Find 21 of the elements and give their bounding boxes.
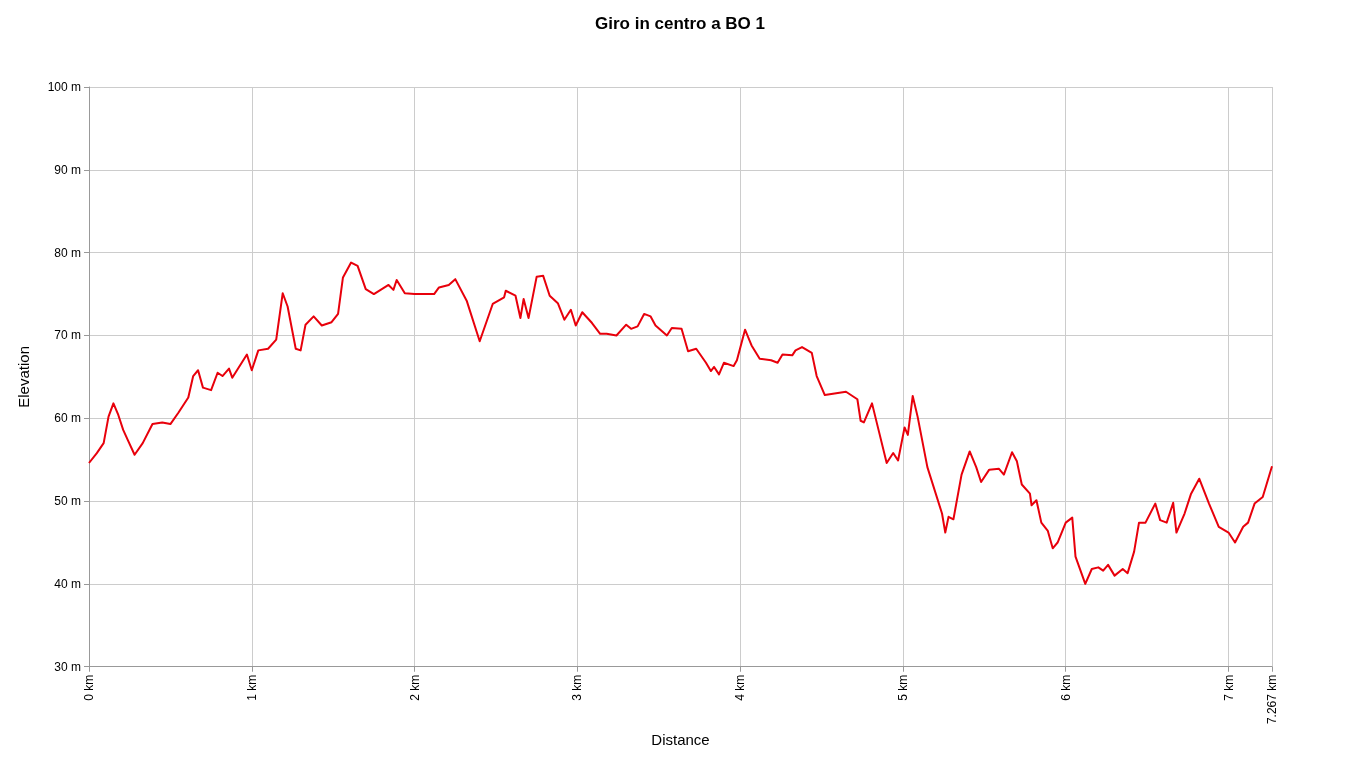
y-tick-label: 90 m — [54, 162, 81, 177]
x-tick-label: 6 km — [1058, 674, 1073, 701]
x-tick-label: 1 km — [244, 674, 259, 701]
y-tick-label: 70 m — [54, 328, 81, 343]
x-tick-label: 5 km — [895, 674, 910, 701]
x-tick-label: 4 km — [733, 674, 748, 701]
y-tick-label: 50 m — [54, 494, 81, 509]
y-tick-label: 40 m — [54, 576, 81, 591]
x-tick-label: 2 km — [407, 674, 422, 701]
x-tick-label: 7 km — [1221, 674, 1236, 701]
y-tick-label: 60 m — [54, 411, 81, 426]
y-tick-label: 100 m — [47, 80, 81, 94]
y-axis-title: Elevation — [15, 346, 32, 408]
x-tick-label: 0 km — [82, 674, 96, 701]
x-axis-title: Distance — [651, 731, 710, 748]
x-tick-label: 7.267 km — [1265, 674, 1279, 725]
x-tick-label: 3 km — [570, 674, 585, 701]
line-series — [88, 261, 1273, 585]
chart-title: Giro in centro a BO 1 — [594, 14, 766, 33]
y-tick-label: 30 m — [54, 659, 81, 674]
y-tick-label: 80 m — [54, 245, 81, 260]
